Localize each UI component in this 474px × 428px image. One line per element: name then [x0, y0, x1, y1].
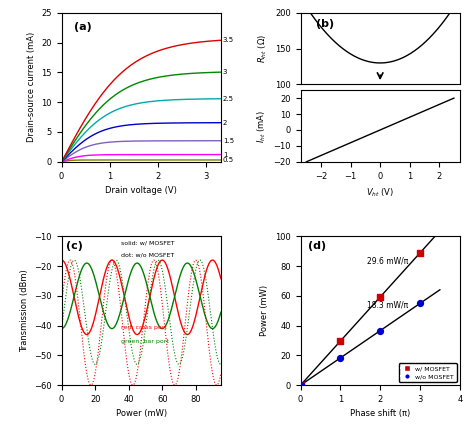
Point: [337, 354, 344, 361]
Point: [416, 300, 424, 307]
X-axis label: Power (mW): Power (mW): [116, 410, 167, 419]
Y-axis label: $R_{ht}$ ($\Omega$): $R_{ht}$ ($\Omega$): [257, 34, 270, 63]
Text: 18.3 mW/π: 18.3 mW/π: [367, 301, 409, 310]
Text: green: bar port: green: bar port: [120, 339, 168, 345]
Text: (c): (c): [66, 241, 83, 251]
Legend: w/ MOSFET, w/o MOSFET: w/ MOSFET, w/o MOSFET: [399, 363, 456, 382]
Text: 29.6 mW/π: 29.6 mW/π: [367, 256, 409, 265]
Point: [376, 327, 384, 334]
Text: 2: 2: [223, 120, 227, 126]
Point: [376, 294, 384, 300]
Text: (a): (a): [74, 22, 92, 32]
Y-axis label: Transmission (dBm): Transmission (dBm): [20, 269, 29, 352]
X-axis label: Phase shift (π): Phase shift (π): [350, 410, 410, 419]
Text: 1: 1: [223, 152, 228, 158]
Y-axis label: $I_{ht}$ (mA): $I_{ht}$ (mA): [255, 110, 268, 143]
Text: 0.5: 0.5: [223, 157, 234, 163]
Text: 3.5: 3.5: [223, 37, 234, 43]
X-axis label: Drain voltage (V): Drain voltage (V): [105, 186, 177, 195]
Text: 3: 3: [223, 69, 228, 75]
Y-axis label: Drain-source current (mA): Drain-source current (mA): [27, 32, 36, 143]
Text: red: cross port: red: cross port: [120, 324, 166, 330]
Text: (d): (d): [309, 241, 327, 251]
Text: solid: w/ MOSFET: solid: w/ MOSFET: [120, 241, 174, 246]
Point: [337, 338, 344, 345]
Point: [416, 250, 424, 256]
Text: (b): (b): [317, 18, 335, 29]
Text: 1.5: 1.5: [223, 138, 234, 144]
Y-axis label: Power (mW): Power (mW): [261, 285, 270, 336]
X-axis label: $V_{ht}$ (V): $V_{ht}$ (V): [366, 186, 394, 199]
Text: dot: w/o MOSFET: dot: w/o MOSFET: [120, 253, 174, 258]
Point: [297, 382, 304, 389]
Text: 2.5: 2.5: [223, 96, 234, 102]
Point: [297, 382, 304, 389]
